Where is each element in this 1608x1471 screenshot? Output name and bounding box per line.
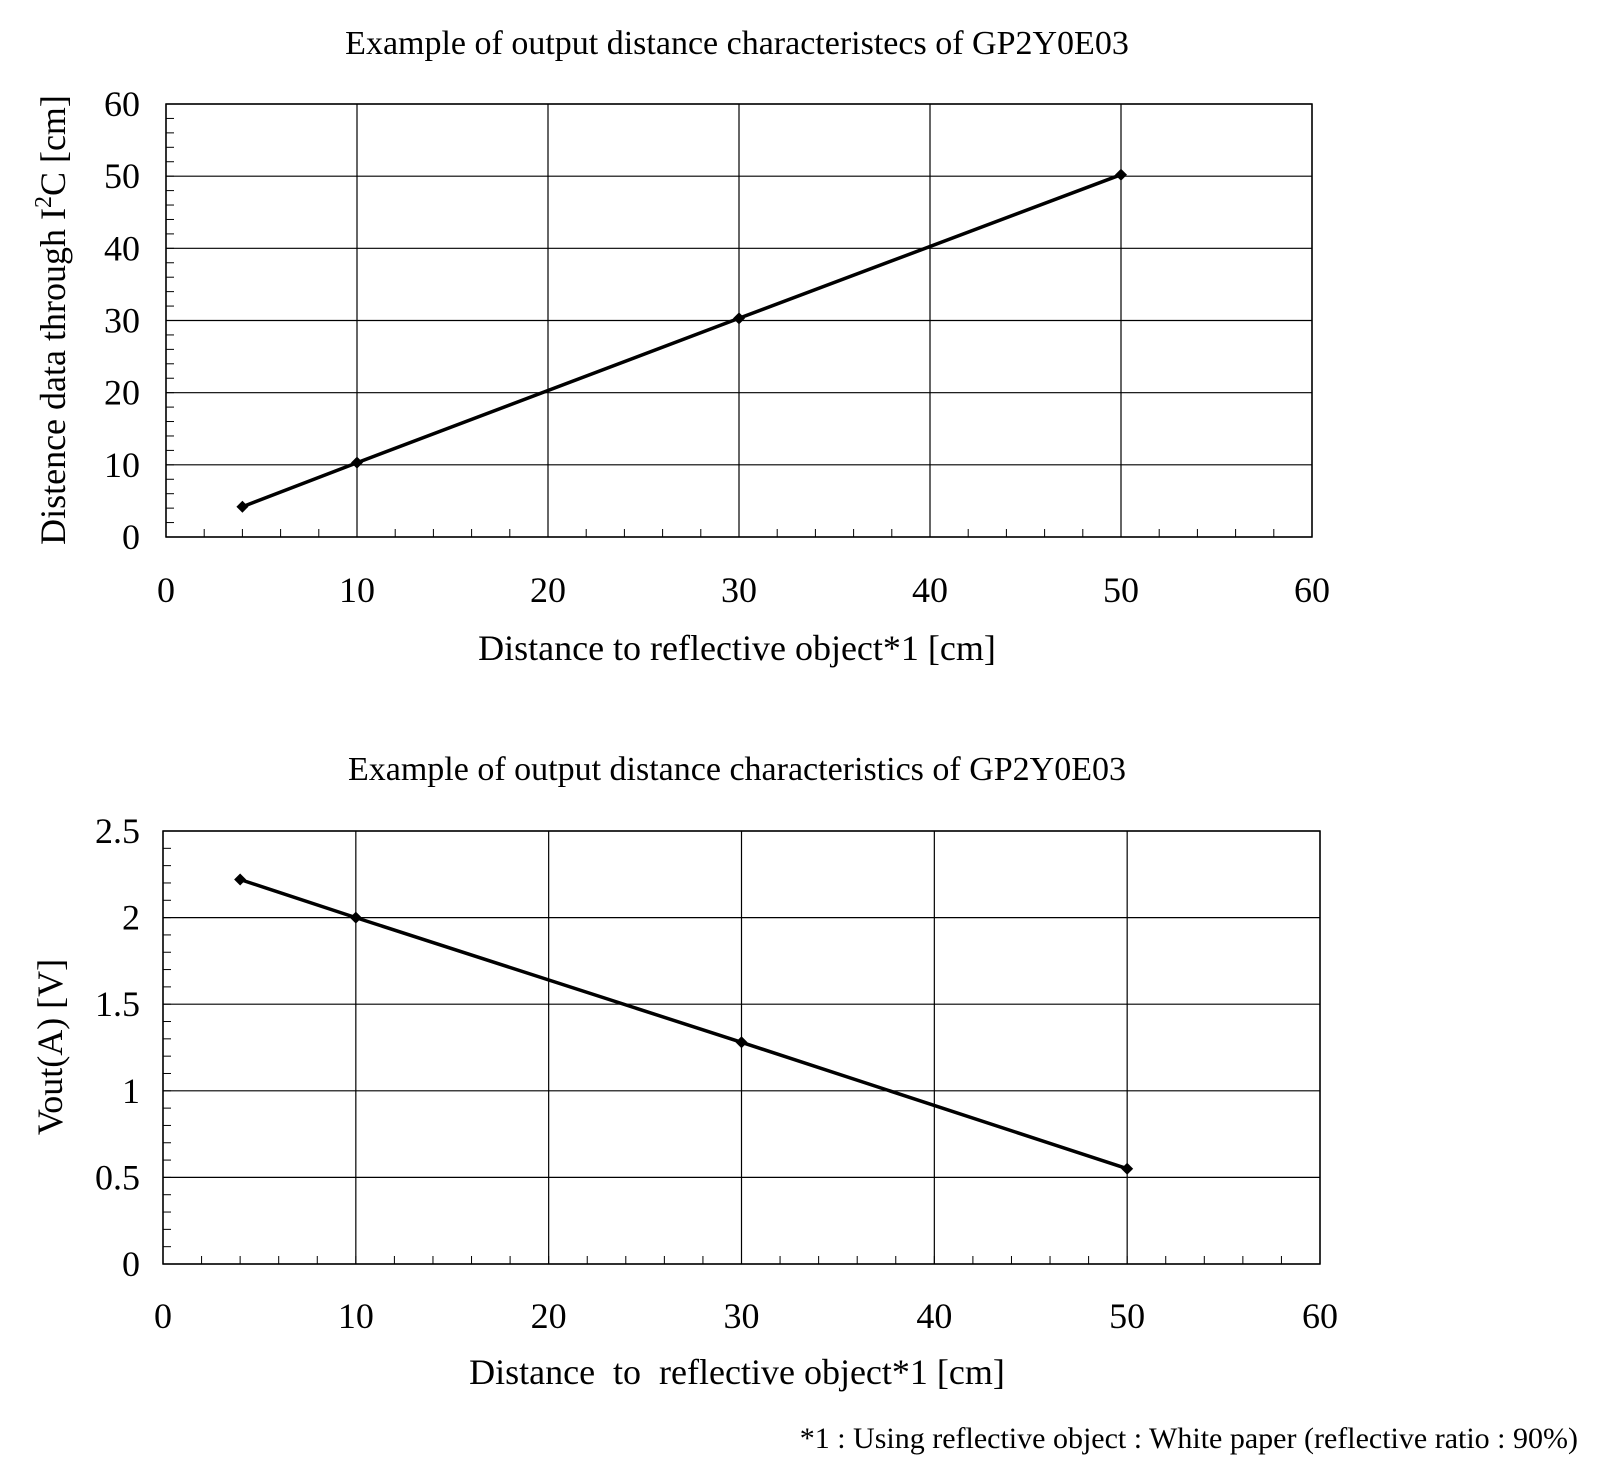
series-line	[241, 173, 1122, 509]
x-tick-label: 50	[1109, 1296, 1145, 1336]
distance-data-chart: Example of output distance characteriste…	[31, 25, 1330, 668]
y-tick-label: 40	[104, 228, 140, 268]
y-tick-label: 50	[104, 156, 140, 196]
x-tick-label: 0	[154, 1296, 172, 1336]
x-tick-label: 60	[1302, 1296, 1338, 1336]
x-tick-label: 20	[531, 1296, 567, 1336]
x-tick-label: 0	[157, 570, 175, 610]
y-tick-label: 2	[122, 898, 140, 938]
data-point	[349, 911, 362, 924]
y-tick-label: 1.5	[95, 984, 140, 1024]
data-point	[733, 312, 745, 325]
footnote: *1 : Using reflective object : White pap…	[800, 1422, 1578, 1455]
x-tick-label: 30	[724, 1296, 760, 1336]
data-point	[351, 456, 363, 469]
x-tick-label: 10	[339, 570, 375, 610]
chart-title: Example of output distance characteristi…	[348, 751, 1126, 788]
y-tick-label: 60	[104, 84, 140, 124]
y-tick-label: 0	[122, 517, 140, 557]
y-tick-label: 30	[104, 301, 140, 341]
chart-title: Example of output distance characteriste…	[345, 25, 1129, 62]
x-tick-label: 50	[1103, 570, 1139, 610]
y-axis-label-superscript: 2	[31, 196, 57, 208]
y-tick-label: 1	[122, 1071, 140, 1111]
y-tick-label: 0	[122, 1244, 140, 1284]
x-tick-label: 60	[1294, 570, 1330, 610]
data-point	[1121, 1162, 1134, 1175]
y-axis-label-main: Distence data through I	[33, 208, 73, 545]
x-axis-label: Distance to reflective object*1 [cm]	[478, 628, 996, 668]
plot-frame	[165, 103, 1313, 538]
data-point	[735, 1036, 748, 1049]
data-point	[1115, 168, 1127, 181]
y-tick-label: 20	[104, 373, 140, 413]
plot-frame	[162, 830, 1321, 1265]
y-axis-label: Distence data through I2C [cm]	[31, 95, 73, 545]
x-tick-label: 40	[916, 1296, 952, 1336]
data-point	[236, 500, 249, 513]
y-axis-label: Vout(A) [V]	[30, 959, 70, 1135]
x-tick-label: 20	[530, 570, 566, 610]
data-point	[234, 873, 247, 886]
y-axis-label-rest: C [cm]	[33, 95, 73, 196]
x-axis-label: Distance to reflective object*1 [cm]	[469, 1352, 1005, 1392]
series-line	[239, 877, 1128, 1171]
y-tick-label: 10	[104, 445, 140, 485]
y-tick-label: 2.5	[95, 811, 140, 851]
vout-chart: Example of output distance characteristi…	[30, 751, 1338, 1392]
x-tick-label: 30	[721, 570, 757, 610]
x-tick-label: 40	[912, 570, 948, 610]
y-tick-label: 0.5	[95, 1157, 140, 1197]
x-tick-label: 10	[338, 1296, 374, 1336]
